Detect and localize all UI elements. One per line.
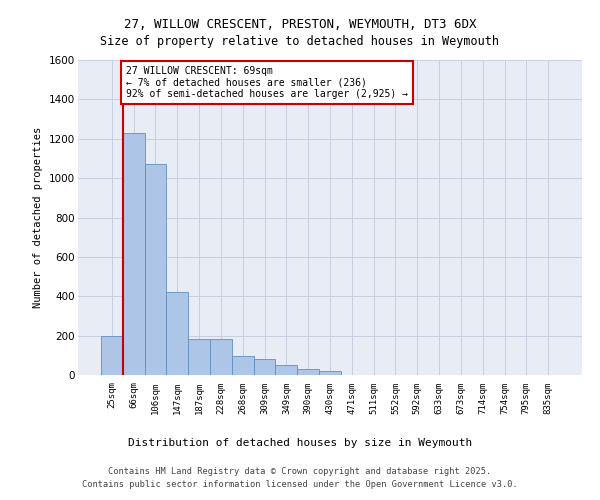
Bar — [275, 365, 297, 375]
Bar — [123, 133, 145, 375]
Bar — [210, 338, 232, 375]
Bar — [188, 338, 210, 375]
Bar — [297, 369, 319, 375]
Text: Contains HM Land Registry data © Crown copyright and database right 2025.
Contai: Contains HM Land Registry data © Crown c… — [82, 468, 518, 489]
Y-axis label: Number of detached properties: Number of detached properties — [34, 127, 43, 308]
Bar — [232, 356, 254, 375]
Bar — [101, 336, 123, 375]
Bar — [166, 292, 188, 375]
Text: 27, WILLOW CRESCENT, PRESTON, WEYMOUTH, DT3 6DX: 27, WILLOW CRESCENT, PRESTON, WEYMOUTH, … — [124, 18, 476, 30]
Text: 27 WILLOW CRESCENT: 69sqm
← 7% of detached houses are smaller (236)
92% of semi-: 27 WILLOW CRESCENT: 69sqm ← 7% of detach… — [126, 66, 408, 99]
Text: Size of property relative to detached houses in Weymouth: Size of property relative to detached ho… — [101, 35, 499, 48]
Bar — [319, 371, 341, 375]
Text: Distribution of detached houses by size in Weymouth: Distribution of detached houses by size … — [128, 438, 472, 448]
Bar — [145, 164, 166, 375]
Bar — [254, 359, 275, 375]
